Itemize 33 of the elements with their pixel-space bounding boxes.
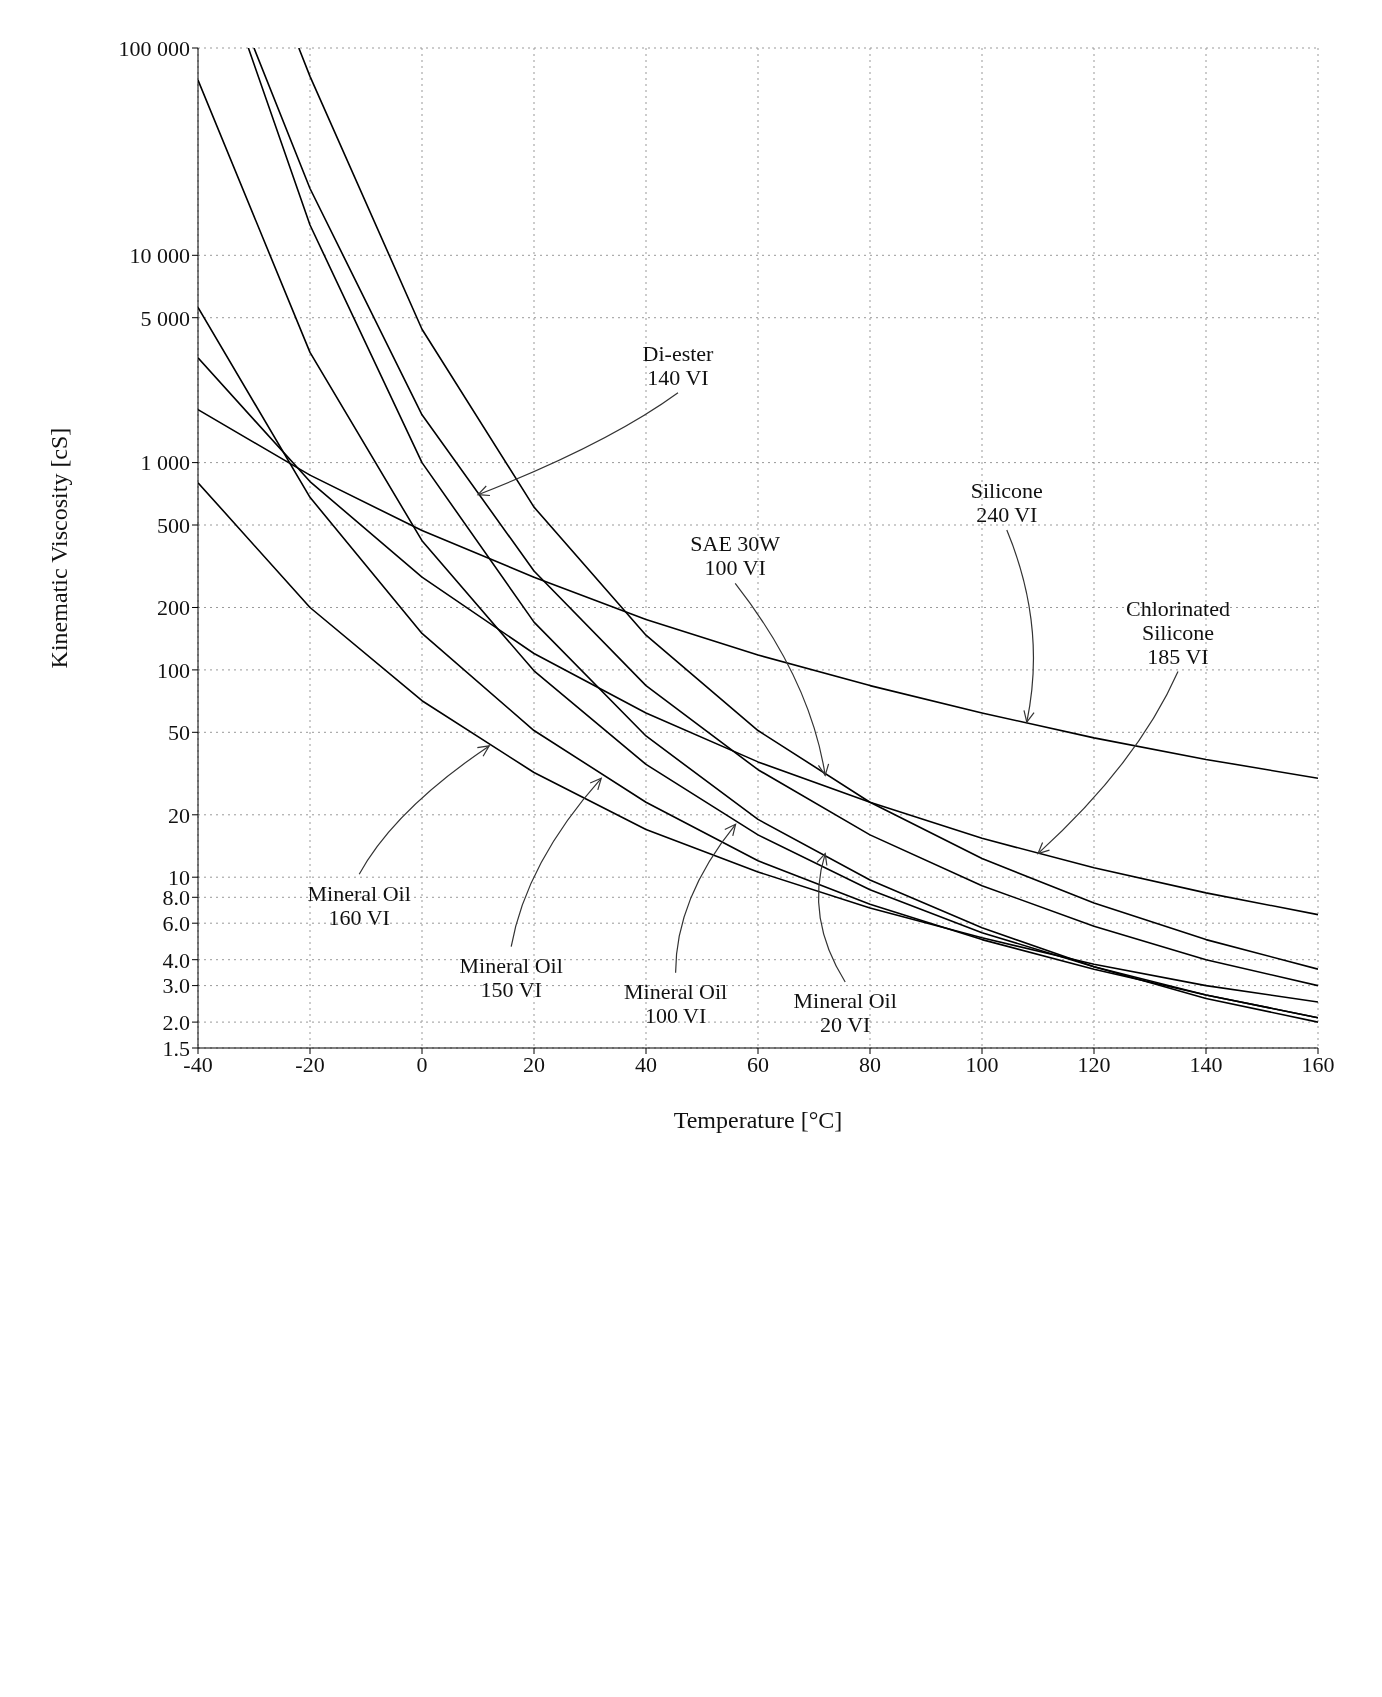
y-tick-label: 200 <box>157 595 190 621</box>
x-tick-label: 80 <box>859 1051 881 1077</box>
annotation: Mineral Oil 150 VI <box>459 953 563 1003</box>
y-tick-label: 10 000 <box>129 243 190 269</box>
y-tick-label: 100 000 <box>118 35 190 61</box>
annotation: Silicone 240 VI <box>970 478 1043 528</box>
y-tick-label: 3.0 <box>162 973 190 999</box>
y-tick-label: 6.0 <box>162 911 190 936</box>
x-tick-label: 140 <box>1189 1051 1223 1077</box>
y-axis-title: Kinematic Viscosity [cS] <box>45 427 72 669</box>
annotation: Mineral Oil 160 VI <box>307 880 411 930</box>
y-tick-label: 2.0 <box>162 1009 190 1035</box>
y-tick-label: 20 <box>168 802 190 828</box>
y-tick-label: 50 <box>168 720 190 746</box>
x-axis-title: Temperature [°C] <box>673 1107 843 1133</box>
y-tick-label: 500 <box>157 512 190 538</box>
x-tick-label: 40 <box>635 1051 657 1077</box>
annotation: Mineral Oil 20 VI <box>793 988 897 1038</box>
x-tick-label: -20 <box>295 1051 325 1077</box>
y-tick-label: 100 <box>157 657 190 683</box>
x-tick-label: 120 <box>1077 1051 1111 1077</box>
x-tick-label: 60 <box>747 1051 769 1077</box>
y-tick-label: 4.0 <box>162 947 190 973</box>
x-tick-label: 20 <box>523 1051 545 1077</box>
x-tick-label: 160 <box>1301 1051 1335 1077</box>
annotation: Di-ester 140 VI <box>642 340 715 390</box>
annotation: Chlorinated Silicone 185 VI <box>1126 595 1230 669</box>
y-tick-label: 5 000 <box>140 305 190 331</box>
annotation: Mineral Oil 100 VI <box>623 979 728 1029</box>
y-tick-label: 1 000 <box>140 450 190 476</box>
x-tick-label: 0 <box>416 1051 428 1077</box>
annotation: SAE 30W 100 VI <box>690 531 781 581</box>
x-tick-label: 100 <box>965 1051 999 1077</box>
